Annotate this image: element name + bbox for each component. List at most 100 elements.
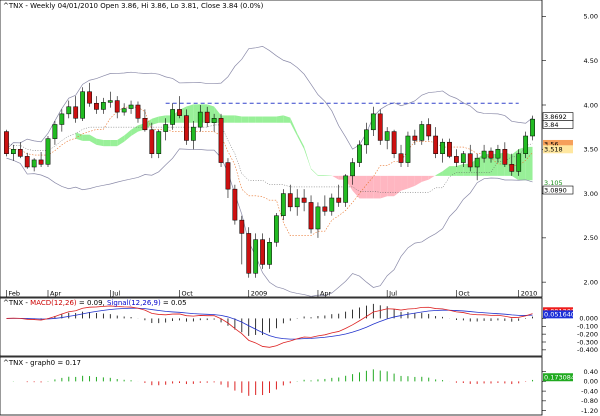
value-tag-label: 3.518 — [544, 146, 563, 154]
y-tick-label: -0.400 — [577, 346, 598, 354]
candle-body — [440, 141, 445, 154]
y-tick-label: 0.40 — [584, 368, 598, 376]
candle-body — [301, 197, 307, 203]
candle-body — [184, 115, 189, 141]
cloud-segment — [241, 116, 249, 123]
graph0-panel: 0.40 0.00-0.40 -0.80 -1.20 0.173084 ^TNX - … — [0, 356, 598, 416]
candle-body — [419, 124, 425, 141]
candle-body — [38, 159, 44, 165]
y-tick-label: 0.000 — [579, 315, 598, 323]
value-tag-label: 3.105 — [544, 179, 563, 187]
candle-body — [274, 215, 279, 243]
value-tag-box — [543, 178, 573, 187]
x-tick-label: Apr — [320, 290, 332, 298]
candle-body — [308, 202, 314, 230]
value-tag-box — [542, 120, 574, 129]
value-tag-box — [543, 373, 573, 382]
candle-body — [80, 91, 85, 119]
y-tick-label: 2.00 — [584, 278, 598, 286]
candle-body — [107, 100, 113, 103]
candle-body — [280, 193, 286, 216]
price-panel: 5.00 4.50 4.00 3.50 3.00 2.50 2.00 Feb Apr Jul Oc… — [0, 0, 598, 298]
y-tick-label: 2.50 — [584, 234, 598, 242]
graph0-y-axis: 0.40 0.00-0.40 -0.80 -1.20 — [542, 368, 598, 415]
macd-value-tags: 0.0912030.051640 — [543, 307, 575, 319]
candle-body — [73, 106, 79, 119]
x-tick-label: 2010 — [521, 290, 538, 298]
candle-body — [391, 131, 397, 154]
candle-body — [121, 108, 127, 113]
graph0-plot-frame — [0, 356, 543, 416]
candle-body — [357, 144, 362, 163]
value-tag-box — [543, 310, 573, 319]
x-tick-label: Feb — [8, 290, 20, 298]
candle-body — [135, 104, 141, 119]
candle-body — [253, 239, 259, 274]
candle-body — [370, 113, 376, 131]
cloud-segment — [82, 134, 90, 141]
candle-body — [460, 153, 466, 163]
candle-body — [59, 113, 65, 125]
cloud-segment — [401, 175, 408, 191]
candlestick-series — [4, 82, 535, 278]
candle-body — [336, 197, 342, 203]
y-tick-label: 4.00 — [584, 101, 598, 109]
cloud-segment — [311, 168, 318, 176]
candle-body — [204, 111, 210, 123]
value-tag-label: 3.0890 — [544, 186, 567, 194]
candle-body — [17, 149, 23, 157]
candle-body — [516, 153, 522, 172]
cloud-segment — [151, 116, 159, 125]
cloud-segment — [269, 116, 277, 123]
candle-body — [426, 124, 432, 137]
cloud-segment — [110, 139, 118, 147]
candle-body — [509, 164, 515, 172]
candle-body — [149, 129, 155, 154]
cloud-segment — [394, 175, 402, 197]
y-tick-label: -0.80 — [581, 397, 598, 405]
y-tick-label: -0.300 — [577, 338, 598, 346]
cloud-segment — [525, 146, 533, 181]
cloud-segment — [456, 163, 464, 176]
candle-body — [398, 153, 404, 163]
candle-body — [142, 118, 148, 131]
value-tag-box — [542, 185, 574, 195]
y-tick-label: -0.40 — [581, 387, 598, 395]
x-tick-label: Oct — [458, 290, 470, 298]
y-tick-label: 4.50 — [584, 57, 598, 65]
candle-body — [31, 159, 37, 168]
cloud-segment — [227, 115, 235, 123]
candle-body — [495, 149, 501, 159]
candle-body — [4, 131, 9, 154]
candle-body — [294, 197, 300, 208]
value-tag-label: 0.173084 — [544, 374, 575, 382]
value-tag-box — [543, 145, 573, 154]
y-tick-label: 0.00 — [584, 378, 598, 386]
candle-body — [52, 124, 58, 139]
cloud-segment — [484, 153, 492, 176]
candle-body — [163, 124, 169, 132]
candle-body — [239, 219, 245, 234]
cloud-segment — [248, 116, 256, 123]
candle-body — [218, 118, 224, 163]
candle-body — [100, 102, 106, 110]
cloud-segment — [380, 175, 388, 199]
candle-body — [474, 157, 480, 168]
candle-body — [467, 153, 473, 168]
candle-body — [170, 109, 175, 125]
candle-body — [260, 239, 265, 265]
cloud-segment — [124, 129, 132, 142]
candle-body — [405, 135, 411, 163]
macd-title: ^TNX - MACD(12,26) = 0.09, Signal(12,26,… — [3, 299, 187, 307]
candle-body — [225, 162, 231, 190]
cloud-segment — [304, 146, 312, 170]
cloud-segment — [324, 175, 332, 176]
y-tick-label: -1.20 — [581, 407, 598, 415]
candle-body — [433, 135, 439, 154]
x-tick-label: Jul — [388, 290, 397, 298]
cloud-segment — [131, 125, 138, 136]
cloud-segment — [262, 116, 270, 123]
macd-line — [6, 305, 533, 348]
lower-bollinger-band — [6, 148, 533, 297]
